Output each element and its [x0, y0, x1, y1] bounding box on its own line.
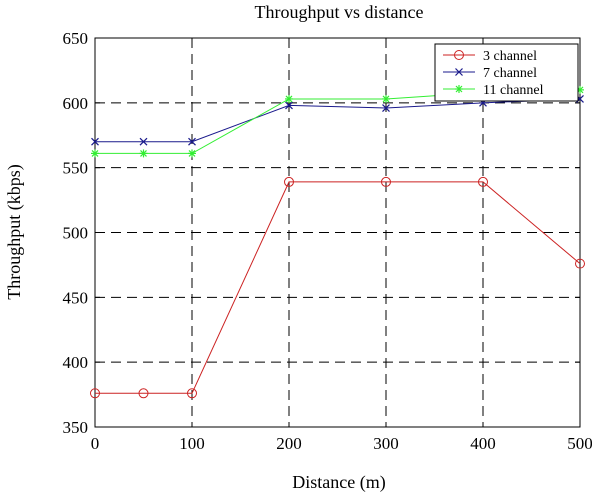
y-tick-label: 450 [63, 288, 89, 307]
data-point [575, 258, 585, 269]
data-point [285, 101, 293, 110]
data-point [139, 149, 148, 158]
data-point [381, 176, 391, 187]
legend: 3 channel 7 channel 11 channel [434, 43, 579, 102]
legend-item: 3 channel [443, 49, 537, 64]
data-point [478, 176, 488, 187]
data-point [285, 94, 293, 103]
data-point [382, 94, 390, 103]
x-tick-label: 0 [91, 434, 100, 453]
x-tick-label: 100 [179, 434, 205, 453]
legend-label: 11 channel [483, 83, 544, 98]
data-point [139, 137, 148, 146]
data-point [90, 388, 100, 399]
data-point [455, 68, 463, 76]
x-tick-label: 300 [373, 434, 399, 453]
data-point [454, 50, 464, 60]
data-point [284, 176, 294, 187]
data-point [187, 388, 197, 399]
x-axis-title: Distance (m) [292, 472, 385, 493]
x-tick-label: 500 [567, 434, 592, 453]
data-point [91, 149, 99, 158]
y-tick-label: 500 [63, 224, 89, 243]
chart-title: Throughput vs distance [255, 2, 424, 22]
y-tick-label: 350 [63, 418, 89, 437]
legend-item: 7 channel [443, 66, 537, 81]
data-point [138, 388, 149, 399]
axis-ticks: 0 100 200 300 400 500 350 400 450 500 550 600 650 [63, 29, 592, 453]
data-point [382, 104, 390, 112]
series-3-channel [90, 176, 585, 399]
y-axis-title: Throughput (kbps) [4, 164, 25, 299]
legend-label: 3 channel [483, 49, 537, 64]
y-tick-label: 550 [63, 159, 89, 178]
y-tick-label: 600 [63, 94, 89, 113]
x-tick-label: 400 [470, 434, 496, 453]
data-point [455, 85, 463, 93]
data-point [188, 149, 196, 158]
y-tick-label: 650 [63, 29, 89, 48]
data-point [188, 137, 196, 146]
data-point [91, 137, 99, 146]
legend-item: 11 channel [443, 83, 544, 98]
legend-label: 7 channel [483, 66, 537, 81]
y-tick-label: 400 [63, 353, 89, 372]
x-tick-label: 200 [276, 434, 302, 453]
series-line [95, 181, 581, 394]
